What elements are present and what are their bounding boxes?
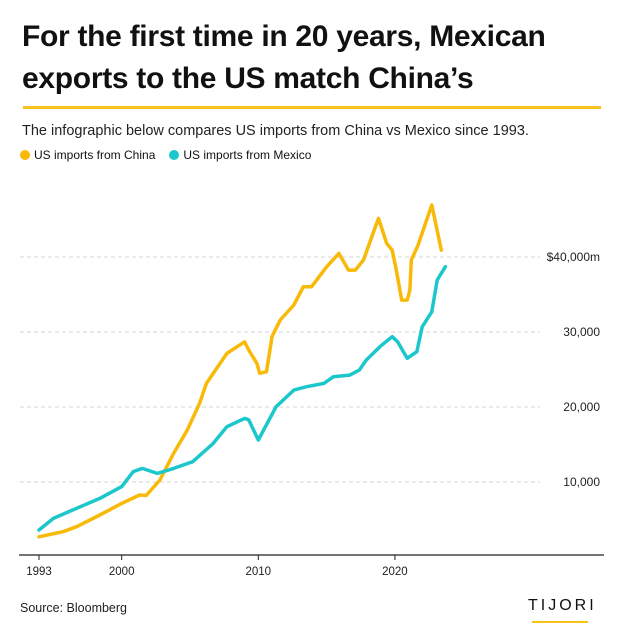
legend-item-china: US imports from China xyxy=(20,148,155,162)
logo-underline xyxy=(532,621,588,623)
legend-label-china: US imports from China xyxy=(34,148,156,162)
legend-label-mexico: US imports from Mexico xyxy=(183,148,312,162)
y-tick-label: 10,000 xyxy=(563,475,600,489)
y-tick-label: 30,000 xyxy=(563,325,600,339)
x-tick-label: 2020 xyxy=(382,566,408,578)
legend-dot-china-icon xyxy=(20,150,30,160)
x-tick-label: 2000 xyxy=(109,566,135,578)
tijori-logo: TIJORI xyxy=(528,597,597,614)
subtitle: The infographic below compares US import… xyxy=(22,123,529,139)
y-tick-label: $40,000m xyxy=(547,250,600,264)
page-title: For the first time in 20 years, Mexican … xyxy=(22,20,546,95)
title-underline xyxy=(23,106,601,109)
y-tick-label: 20,000 xyxy=(563,400,600,414)
legend: US imports from China US imports from Me… xyxy=(20,148,311,162)
legend-dot-mexico-icon xyxy=(169,150,180,160)
source-note: Source: Bloomberg xyxy=(20,601,128,615)
mexico-series-line xyxy=(37,264,448,532)
x-tick-label: 1993 xyxy=(26,566,52,578)
china-series-line xyxy=(37,203,444,539)
x-tick-label: 2010 xyxy=(246,566,272,578)
legend-item-mexico: US imports from Mexico xyxy=(169,148,311,162)
